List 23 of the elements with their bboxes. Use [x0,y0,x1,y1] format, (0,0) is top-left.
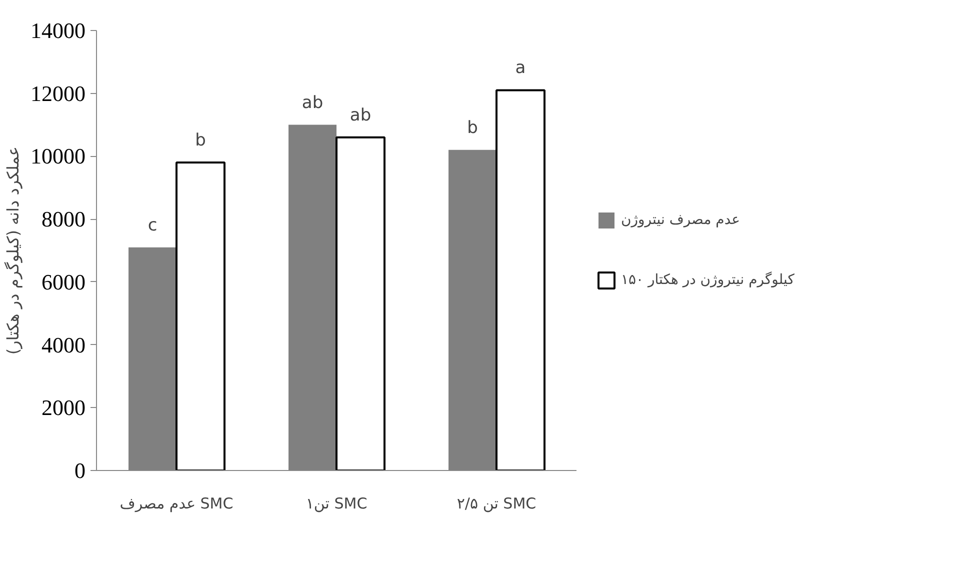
y-tick-label: 12000 [30,80,86,106]
annotation: b [195,130,206,150]
x-tick-label: ۱تن SMC [306,494,368,512]
y-tick-label: 2000 [42,395,86,420]
bar [336,136,386,470]
y-tick-label: 0 [74,458,86,483]
annotation: a [515,58,526,78]
bar [496,89,546,470]
x-tick-label: عدم مصرف SMC [120,494,234,512]
y-tick-label: 4000 [42,332,86,358]
y-tick-label: 8000 [42,206,86,232]
x-tick-label: ۲/۵ تن SMC [456,494,536,512]
y-axis-title: عملکرد دانه (کیلوگرم در هکتار) [4,146,22,355]
legend-label: ۱۵۰ کیلوگرم نیتروژن در هکتار [621,272,794,288]
y-tick-label: 10000 [30,144,86,169]
annotation: ab [350,105,372,126]
y-tick-label: 14000 [30,18,86,43]
annotation: b [467,118,478,138]
bar [176,162,226,470]
annotation: ab [302,92,324,113]
legend-label: عدم مصرف نیتروژن [621,212,740,228]
annotation: c [148,215,158,236]
y-tick-label: 6000 [42,269,86,294]
